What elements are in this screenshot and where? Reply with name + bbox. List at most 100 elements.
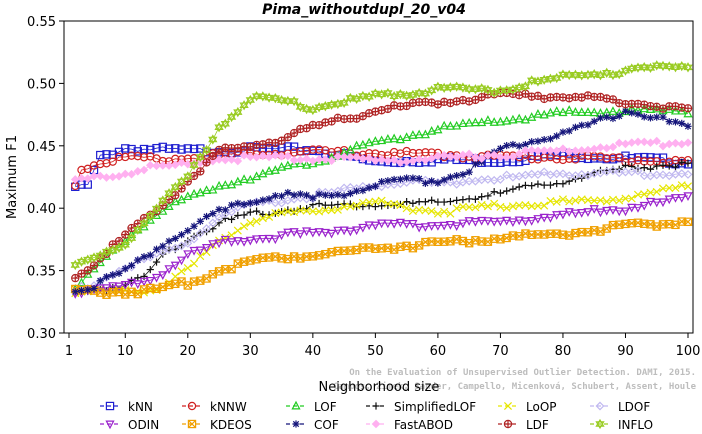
data-point	[146, 145, 155, 155]
data-point	[514, 113, 524, 123]
data-point	[459, 170, 467, 179]
data-point	[621, 139, 630, 149]
data-point	[370, 88, 381, 99]
x-tick-label: 20	[180, 344, 197, 359]
legend-item-kdeos: KDEOS	[182, 418, 252, 432]
data-point	[271, 150, 280, 160]
data-point	[452, 179, 462, 189]
data-point	[414, 154, 424, 164]
data-point	[283, 95, 293, 107]
data-point	[208, 134, 218, 145]
data-point	[427, 222, 437, 231]
data-point	[514, 149, 524, 159]
data-point	[633, 204, 643, 213]
data-point	[495, 174, 505, 184]
data-point	[251, 90, 262, 102]
data-point	[396, 175, 404, 183]
data-point	[271, 138, 280, 148]
data-point	[470, 117, 481, 127]
data-point	[352, 140, 362, 150]
data-point	[239, 174, 249, 183]
data-point	[121, 265, 129, 273]
data-point	[515, 142, 523, 150]
data-point	[139, 144, 149, 154]
data-point	[183, 144, 192, 153]
data-point	[564, 208, 574, 217]
data-point	[196, 252, 205, 261]
chart-title: Pima_withoutdupl_20_v04	[262, 2, 466, 18]
data-point	[608, 142, 618, 152]
data-point	[652, 60, 662, 71]
data-point	[596, 143, 605, 152]
data-point	[659, 161, 667, 169]
data-point	[234, 211, 242, 220]
data-point	[614, 207, 624, 217]
data-point	[446, 152, 455, 161]
data-point	[527, 92, 536, 101]
data-point	[259, 210, 267, 219]
data-point	[640, 113, 648, 121]
data-point	[353, 187, 361, 195]
data-point	[221, 155, 230, 165]
data-point	[533, 215, 543, 224]
data-point	[508, 114, 518, 124]
data-point	[315, 207, 324, 216]
data-point	[478, 193, 486, 201]
data-point	[615, 112, 623, 120]
data-point	[439, 150, 449, 160]
data-point	[527, 202, 536, 211]
data-point	[646, 114, 655, 122]
data-point	[528, 182, 536, 190]
data-point	[134, 256, 142, 264]
data-point	[195, 228, 205, 238]
legend-item-fastabod: FastABOD	[366, 418, 453, 432]
data-point	[602, 143, 612, 153]
data-point	[452, 152, 461, 162]
data-point	[177, 241, 186, 251]
data-point	[320, 101, 331, 112]
data-point	[258, 234, 268, 244]
data-point	[289, 228, 299, 237]
data-point	[84, 286, 92, 294]
data-point	[627, 203, 637, 213]
data-point	[546, 146, 555, 155]
data-point	[377, 182, 387, 192]
data-point	[552, 169, 562, 179]
data-point	[427, 126, 437, 135]
data-point	[495, 85, 506, 96]
data-point	[158, 246, 168, 256]
data-point	[401, 90, 412, 101]
data-point	[364, 91, 374, 102]
data-point	[421, 198, 429, 206]
data-point	[189, 246, 199, 256]
data-point	[320, 228, 330, 238]
data-point	[302, 227, 312, 237]
data-point	[608, 206, 618, 215]
data-point	[414, 87, 424, 99]
data-point	[164, 144, 174, 153]
data-point	[658, 198, 668, 208]
data-point	[345, 144, 355, 154]
data-point	[295, 158, 305, 168]
data-point	[227, 215, 236, 224]
data-point	[208, 151, 218, 161]
data-point	[683, 108, 693, 118]
data-point	[627, 138, 637, 147]
data-point	[414, 129, 424, 139]
data-point	[420, 88, 431, 99]
data-point	[264, 152, 274, 162]
series-inflo	[70, 60, 693, 271]
data-point	[227, 155, 236, 164]
data-point	[658, 141, 668, 151]
data-point	[571, 196, 580, 205]
watermark-line-1: Campos, Zimek, Sander, Campello, Micenko…	[333, 381, 697, 392]
data-point	[414, 223, 424, 233]
data-point	[314, 145, 324, 154]
data-point	[133, 280, 143, 290]
data-point	[120, 281, 130, 290]
data-point	[514, 82, 524, 93]
data-point	[333, 113, 343, 122]
data-point	[678, 158, 686, 166]
legend-item-cof: COF	[286, 418, 339, 432]
